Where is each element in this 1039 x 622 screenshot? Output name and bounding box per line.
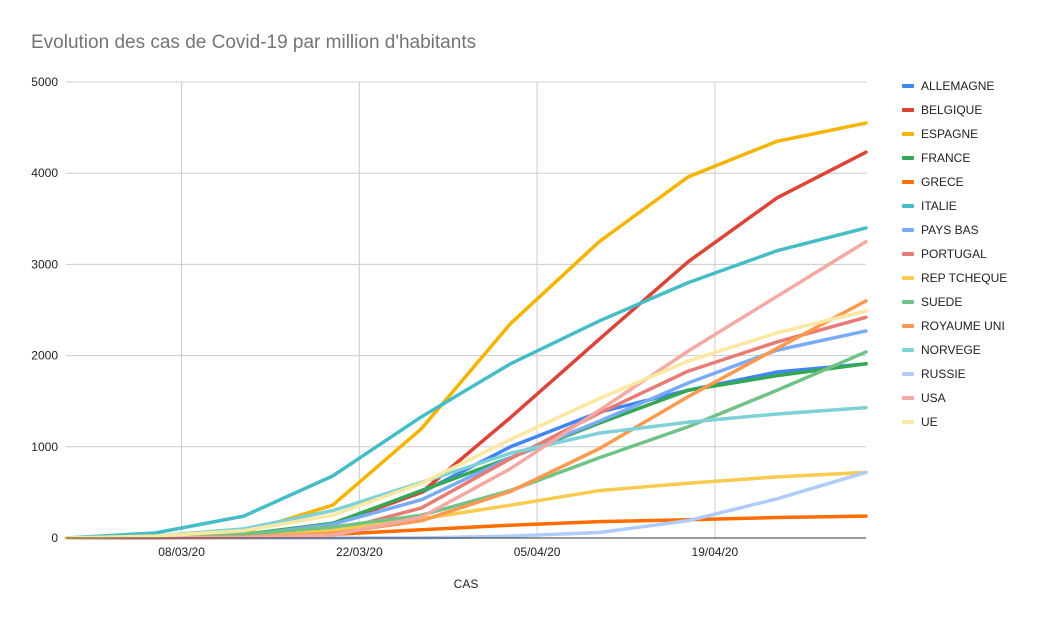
- legend-swatch: [902, 276, 914, 280]
- legend-label: USA: [921, 391, 946, 405]
- legend-swatch: [902, 252, 914, 256]
- legend-swatch: [902, 228, 914, 232]
- legend-label: PORTUGAL: [921, 247, 987, 261]
- y-tick-label: 4000: [31, 166, 58, 180]
- legend-item-royaume-uni: ROYAUME UNI: [902, 314, 1007, 338]
- legend-swatch: [902, 300, 914, 304]
- legend-swatch: [902, 108, 914, 112]
- chart-title: Evolution des cas de Covid-19 par millio…: [31, 32, 477, 53]
- legend-label: RUSSIE: [921, 367, 966, 381]
- legend-label: BELGIQUE: [921, 103, 983, 117]
- legend-item-portugal: PORTUGAL: [902, 242, 1007, 266]
- y-tick-label: 5000: [31, 75, 58, 89]
- legend-item-france: FRANCE: [902, 146, 1007, 170]
- legend-swatch: [902, 420, 914, 424]
- legend-label: ALLEMAGNE: [921, 79, 995, 93]
- legend-item-suede: SUEDE: [902, 290, 1007, 314]
- x-tick-label: 08/03/20: [158, 545, 205, 559]
- y-tick-label: 0: [51, 531, 58, 545]
- legend-swatch: [902, 372, 914, 376]
- legend-swatch: [902, 156, 914, 160]
- legend-swatch: [902, 348, 914, 352]
- x-axis-label: CAS: [454, 577, 479, 591]
- y-tick-label: 1000: [31, 440, 58, 454]
- y-tick-label: 3000: [31, 257, 58, 271]
- x-tick-label: 19/04/20: [692, 545, 739, 559]
- legend-item-ue: UE: [902, 410, 1007, 434]
- series-line-ue: [64, 309, 868, 540]
- legend-item-grece: GRECE: [902, 170, 1007, 194]
- legend-swatch: [902, 204, 914, 208]
- legend-item-italie: ITALIE: [902, 194, 1007, 218]
- y-tick-label: 2000: [31, 349, 58, 363]
- legend-item-russie: RUSSIE: [902, 362, 1007, 386]
- legend-label: ESPAGNE: [921, 127, 979, 141]
- legend-item-espagne: ESPAGNE: [902, 122, 1007, 146]
- legend-label: ITALIE: [921, 199, 957, 213]
- legend-label: ROYAUME UNI: [921, 319, 1005, 333]
- y-axis-ticks: 0 1000 2000 3000 4000 5000: [31, 75, 58, 545]
- x-axis-ticks: 08/03/20 22/03/20 05/04/20 19/04/20: [158, 545, 738, 559]
- legend-label: PAYS BAS: [921, 223, 979, 237]
- legend-item-usa: USA: [902, 386, 1007, 410]
- series-line-italie: [64, 226, 868, 540]
- legend-label: GRECE: [921, 175, 964, 189]
- legend-label: UE: [921, 415, 938, 429]
- legend-label: FRANCE: [921, 151, 971, 165]
- legend-swatch: [902, 396, 914, 400]
- x-tick-label: 05/04/20: [514, 545, 561, 559]
- series-lines: [64, 121, 868, 540]
- legend-item-belgique: BELGIQUE: [902, 98, 1007, 122]
- legend-swatch: [902, 180, 914, 184]
- legend-item-rep-tcheque: REP TCHEQUE: [902, 266, 1007, 290]
- legend: ALLEMAGNE BELGIQUE ESPAGNE FRANCE GRECE ITALI…: [902, 74, 1007, 434]
- legend-label: NORVEGE: [921, 343, 981, 357]
- legend-swatch: [902, 132, 914, 136]
- legend-label: SUEDE: [921, 295, 963, 309]
- legend-swatch: [902, 324, 914, 328]
- legend-label: REP TCHEQUE: [921, 271, 1008, 285]
- legend-item-pays-bas: PAYS BAS: [902, 218, 1007, 242]
- legend-item-allemagne: ALLEMAGNE: [902, 74, 1007, 98]
- legend-swatch: [902, 84, 914, 88]
- x-tick-label: 22/03/20: [336, 545, 383, 559]
- legend-item-norvege: NORVEGE: [902, 338, 1007, 362]
